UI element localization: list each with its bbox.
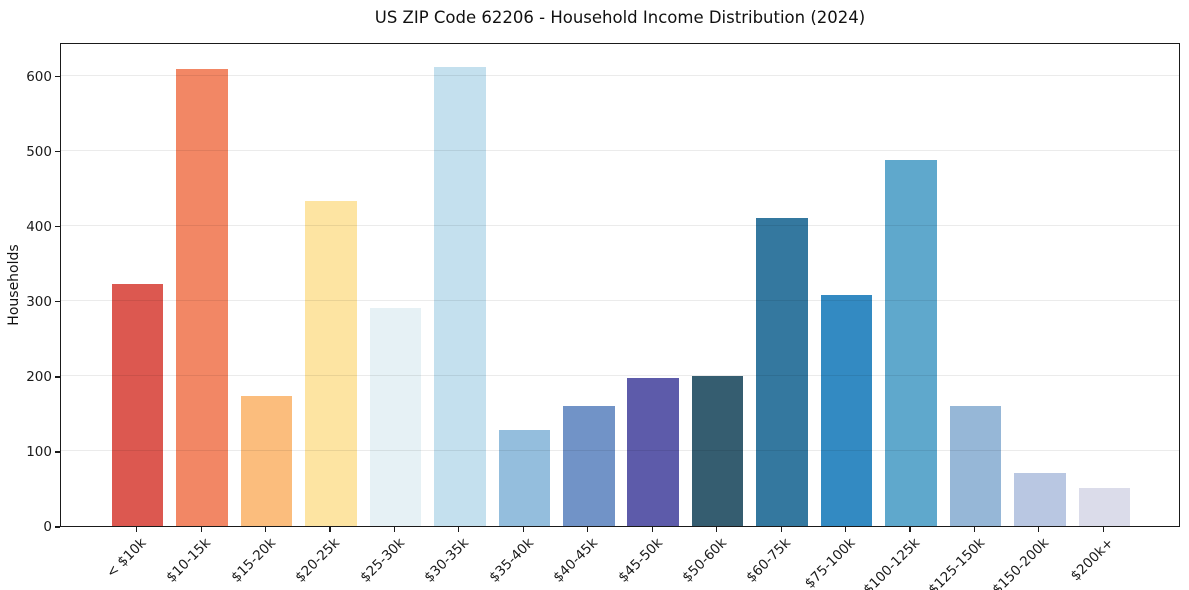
x-tick-mark bbox=[264, 527, 267, 532]
x-tick-label: $40-45k bbox=[550, 535, 602, 586]
y-tick-mark bbox=[55, 151, 60, 153]
y-tick-label: 400 bbox=[26, 218, 52, 235]
grid-line bbox=[61, 449, 1179, 451]
x-tick-mark bbox=[200, 527, 202, 532]
y-tick-mark bbox=[55, 301, 60, 303]
x-tick-mark bbox=[1102, 527, 1104, 532]
y-tick-mark bbox=[55, 451, 60, 453]
bar bbox=[756, 217, 808, 526]
grid-line bbox=[61, 299, 1179, 301]
x-tick-label: $45-50k bbox=[614, 535, 666, 586]
y-tick-mark bbox=[55, 226, 60, 228]
bar bbox=[691, 375, 744, 526]
bar bbox=[240, 396, 293, 526]
x-tick-label: $35-40k bbox=[485, 535, 537, 586]
bar bbox=[949, 405, 1002, 526]
x-tick-label: $150-200k bbox=[989, 535, 1053, 590]
x-tick-label: $15-20k bbox=[228, 535, 279, 586]
x-tick-label: $200k+ bbox=[1067, 535, 1117, 585]
bar bbox=[820, 294, 873, 526]
y-tick-label: 100 bbox=[26, 443, 52, 460]
x-tick-label: $60-75k bbox=[743, 535, 795, 586]
y-tick-mark bbox=[55, 76, 60, 78]
x-tick-mark bbox=[136, 527, 138, 532]
y-tick-label: 300 bbox=[26, 293, 52, 310]
x-tick-mark bbox=[393, 527, 396, 532]
x-tick-label: $50-60k bbox=[679, 535, 730, 586]
bar bbox=[563, 405, 615, 526]
x-tick-label: $100-125k bbox=[860, 535, 924, 590]
x-tick-mark bbox=[780, 527, 782, 532]
x-tick-label: $25-30k bbox=[357, 535, 408, 586]
grid-line bbox=[61, 149, 1179, 151]
grid-line bbox=[61, 74, 1179, 76]
chart-title: US ZIP Code 62206 - Household Income Dis… bbox=[374, 8, 866, 27]
bar bbox=[305, 201, 357, 526]
x-tick-label: $30-35k bbox=[421, 535, 473, 586]
y-tick-mark bbox=[55, 526, 60, 528]
x-tick-label: $125-150k bbox=[924, 535, 988, 590]
y-tick-label: 600 bbox=[26, 68, 52, 85]
bar bbox=[111, 284, 164, 526]
bar bbox=[885, 159, 937, 526]
grid-line bbox=[61, 374, 1179, 376]
bar bbox=[1014, 472, 1066, 526]
bar bbox=[369, 307, 422, 526]
x-tick-mark bbox=[973, 527, 976, 532]
bar bbox=[627, 378, 679, 526]
bar bbox=[498, 429, 551, 526]
x-tick-mark bbox=[844, 527, 847, 532]
x-tick-mark bbox=[587, 527, 589, 532]
y-axis-title: Households bbox=[6, 244, 22, 326]
grid-line bbox=[61, 224, 1179, 226]
x-tick-mark bbox=[458, 527, 460, 532]
x-tick-label: $10-15k bbox=[163, 535, 215, 586]
x-tick-label: $75-100k bbox=[802, 535, 859, 590]
y-tick-mark bbox=[55, 376, 60, 378]
x-tick-mark bbox=[716, 527, 718, 532]
x-tick-mark bbox=[909, 527, 911, 532]
y-tick-label: 0 bbox=[43, 519, 52, 535]
y-tick-label: 500 bbox=[26, 143, 52, 160]
bar bbox=[1078, 488, 1131, 526]
x-tick-label: $20-25k bbox=[292, 535, 344, 586]
y-tick-label: 200 bbox=[26, 368, 52, 385]
x-tick-label: < $10k bbox=[103, 535, 150, 582]
x-tick-mark bbox=[651, 527, 653, 532]
bar bbox=[176, 69, 228, 526]
x-tick-mark bbox=[329, 527, 331, 532]
plot-area bbox=[60, 43, 1180, 527]
x-tick-mark bbox=[1038, 527, 1040, 532]
x-tick-mark bbox=[522, 527, 524, 532]
bar bbox=[434, 66, 486, 526]
